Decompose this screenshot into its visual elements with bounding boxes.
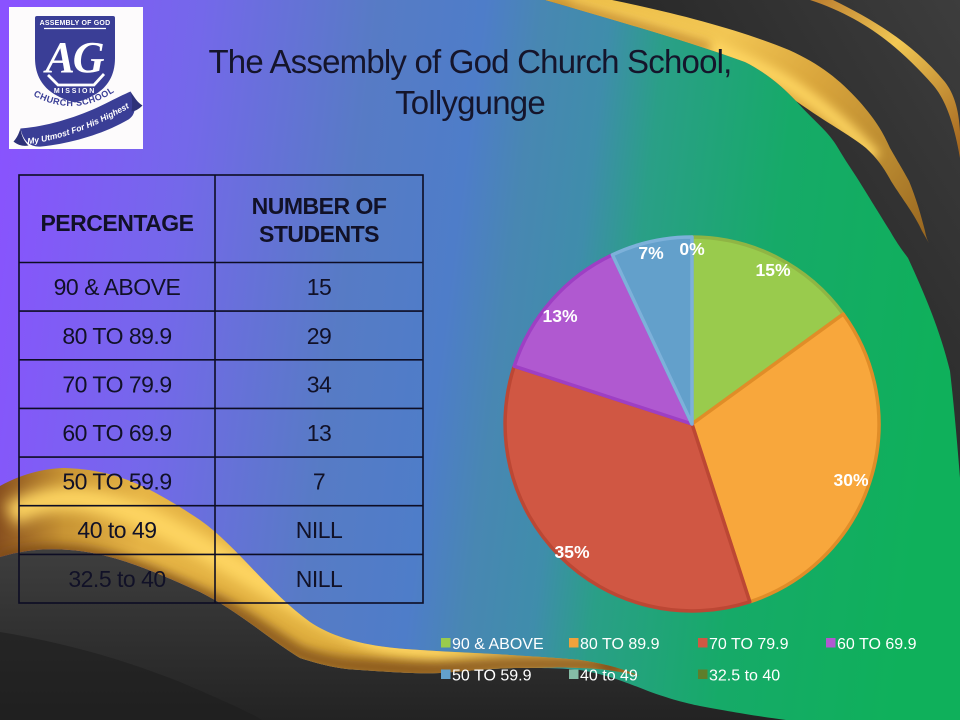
- svg-text:AG: AG: [42, 33, 104, 82]
- svg-text:40 to 49: 40 to 49: [580, 668, 638, 685]
- svg-text:30%: 30%: [833, 470, 868, 490]
- svg-text:60 TO 69.9: 60 TO 69.9: [62, 420, 171, 446]
- svg-text:NILL: NILL: [296, 566, 343, 592]
- svg-text:13: 13: [307, 420, 332, 446]
- svg-text:90 & ABOVE: 90 & ABOVE: [452, 636, 544, 653]
- svg-text:The Assembly of God Church Sch: The Assembly of God Church School,: [208, 43, 731, 80]
- svg-text:7: 7: [313, 469, 325, 495]
- svg-text:80 TO 89.9: 80 TO 89.9: [580, 636, 660, 653]
- svg-text:13%: 13%: [542, 306, 577, 326]
- svg-text:29: 29: [307, 323, 332, 349]
- svg-text:50 TO 59.9: 50 TO 59.9: [452, 668, 532, 685]
- svg-text:PERCENTAGE: PERCENTAGE: [40, 210, 193, 236]
- svg-text:ASSEMBLY OF GOD: ASSEMBLY OF GOD: [40, 20, 111, 27]
- svg-text:80 TO 89.9: 80 TO 89.9: [62, 323, 171, 349]
- svg-text:Tollygunge: Tollygunge: [395, 84, 545, 121]
- svg-text:15%: 15%: [755, 260, 790, 280]
- svg-text:60 TO 69.9: 60 TO 69.9: [837, 636, 917, 653]
- svg-text:STUDENTS: STUDENTS: [259, 221, 379, 247]
- svg-text:34: 34: [307, 372, 332, 398]
- svg-text:MISSION: MISSION: [54, 88, 96, 95]
- svg-text:70 TO 79.9: 70 TO 79.9: [62, 372, 171, 398]
- svg-text:50 TO 59.9: 50 TO 59.9: [62, 469, 171, 495]
- svg-text:35%: 35%: [554, 542, 589, 562]
- svg-text:70 TO 79.9: 70 TO 79.9: [709, 636, 789, 653]
- svg-text:15: 15: [307, 274, 332, 300]
- svg-text:NILL: NILL: [296, 517, 343, 543]
- svg-text:0%: 0%: [679, 239, 705, 259]
- svg-text:32.5 to 40: 32.5 to 40: [709, 668, 780, 685]
- svg-text:7%: 7%: [638, 243, 664, 263]
- svg-text:90 & ABOVE: 90 & ABOVE: [54, 274, 181, 300]
- svg-text:32.5 to 40: 32.5 to 40: [68, 566, 165, 592]
- svg-text:NUMBER OF: NUMBER OF: [252, 193, 387, 219]
- svg-text:40 to 49: 40 to 49: [77, 517, 156, 543]
